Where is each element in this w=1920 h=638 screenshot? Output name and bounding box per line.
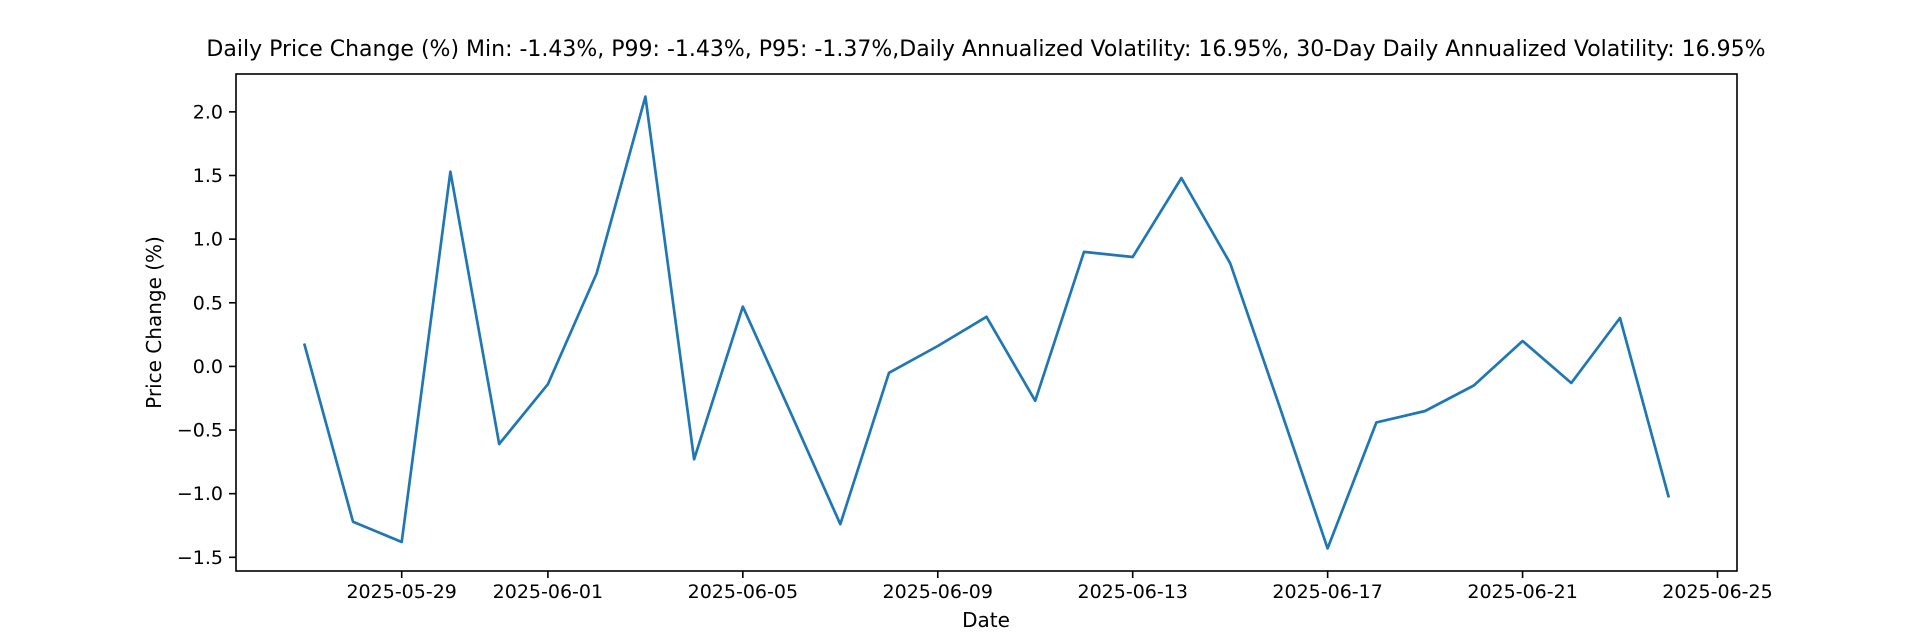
y-tick-label: 1.0 xyxy=(193,229,223,251)
plot-area xyxy=(236,74,1737,571)
y-tick-label: 0.5 xyxy=(193,292,223,314)
x-tick-label: 2025-06-17 xyxy=(1272,581,1382,603)
x-tick-label: 2025-06-25 xyxy=(1662,581,1772,603)
x-axis-ticks: 2025-05-29 2025-06-01 2025-06-05 2025-06-09… xyxy=(346,571,1773,603)
x-tick-label: 2025-06-01 xyxy=(493,581,603,603)
y-axis-label: Price Change (%) xyxy=(142,236,166,409)
plot-border-spines xyxy=(235,73,1738,572)
x-tick-label: 2025-06-13 xyxy=(1077,581,1187,603)
y-tick-label: 1.5 xyxy=(193,165,223,187)
series-line xyxy=(302,95,1671,550)
x-tick-label: 2025-06-21 xyxy=(1467,581,1577,603)
x-axis-label: Date xyxy=(962,608,1010,632)
chart-title: Daily Price Change (%) Min: -1.43%, P99:… xyxy=(206,37,1765,62)
y-tick-label: −0.5 xyxy=(177,420,223,442)
x-tick-label: 2025-06-09 xyxy=(883,581,993,603)
y-tick-label: −1.0 xyxy=(177,483,223,505)
series-group xyxy=(302,95,1671,550)
y-axis-ticks: 2.0 1.5 1.0 0.5 0.0 −0.5 −1.0 −1.5 xyxy=(177,101,236,569)
y-tick-label: 0.0 xyxy=(193,356,223,378)
y-tick-label: −1.5 xyxy=(177,547,223,569)
x-tick-label: 2025-06-05 xyxy=(688,581,798,603)
y-tick-label: 2.0 xyxy=(193,101,223,123)
x-tick-label: 2025-05-29 xyxy=(346,581,456,603)
